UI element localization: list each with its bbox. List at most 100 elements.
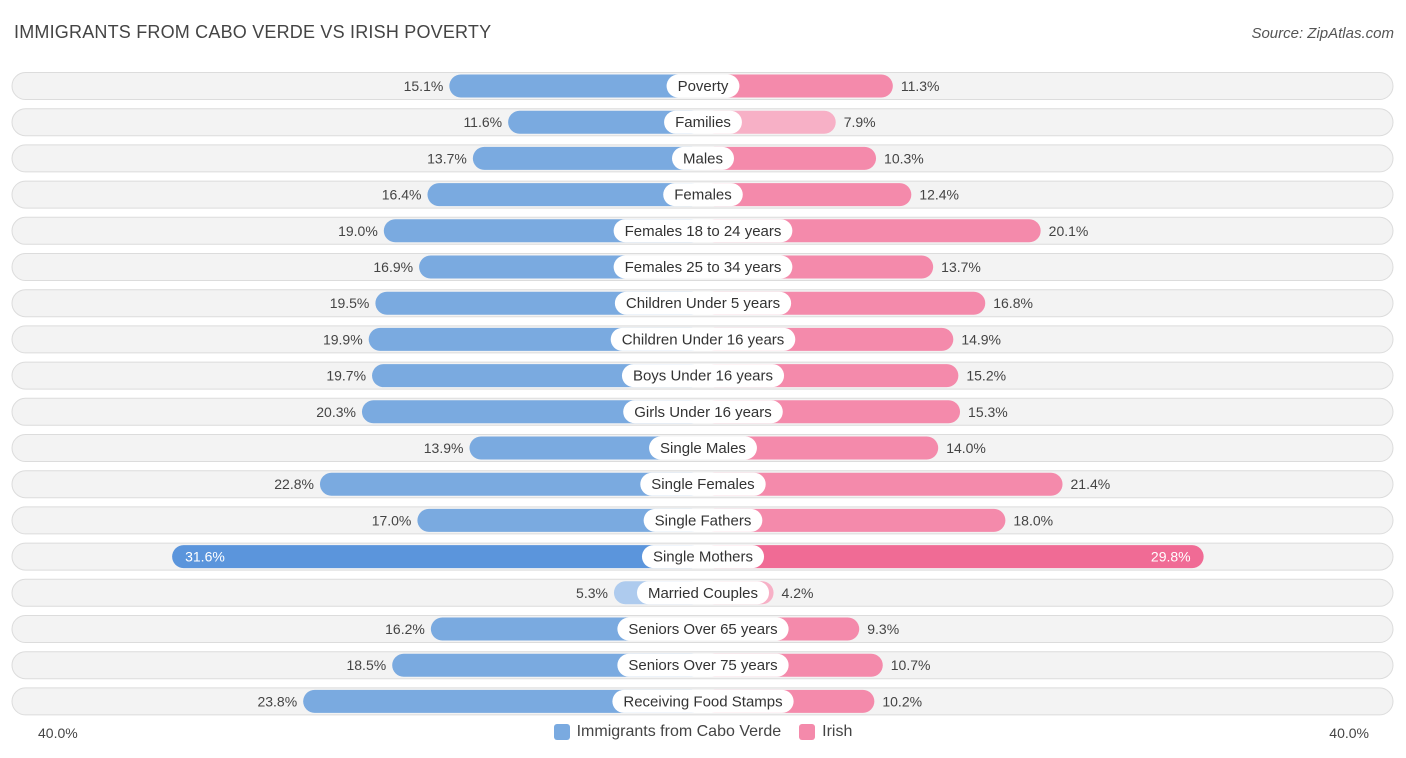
bar-irish[interactable] [703,74,893,98]
legend-item-left[interactable]: Immigrants from Cabo Verde [553,723,782,741]
category-label-pill [664,110,742,134]
row-single-males: 13.9% 14.0% Single Males [11,434,1394,462]
value-label-cabo-verde: 5.3% [576,585,608,601]
category-label-pill [649,436,757,460]
bar-irish[interactable] [703,472,1063,496]
legend-swatch-left [553,724,570,740]
axis-left-label: 40.0% [38,725,78,741]
value-label-irish: 9.3% [867,621,899,637]
category-label: Children Under 5 years [626,295,780,312]
value-label-cabo-verde: 16.4% [382,187,422,203]
legend-item-right[interactable]: Irish [799,723,852,741]
category-label: Single Mothers [653,549,753,566]
legend-label-left: Immigrants from Cabo Verde [576,723,782,740]
row-receiving-food-stamps: 23.8% 10.2% Receiving Food Stamps [11,687,1394,716]
row-seniors-over-75-years: 18.5% 10.7% Seniors Over 75 years [11,651,1394,680]
category-label-pill [641,545,765,569]
bar-cabo-verde[interactable] [427,183,703,207]
value-label-irish: 7.9% [844,114,876,130]
value-label-cabo-verde: 19.0% [338,223,378,239]
value-label-irish: 16.8% [993,295,1033,311]
legend: Immigrants from Cabo Verde Irish [0,723,1406,741]
value-label-cabo-verde: 20.3% [316,404,356,420]
value-label-cabo-verde: 11.6% [463,114,502,130]
category-label: Poverty [678,78,729,95]
bar-cabo-verde[interactable] [303,689,703,713]
category-label: Seniors Over 65 years [628,621,777,638]
value-label-cabo-verde: 18.5% [346,657,386,673]
category-label-pill [621,364,785,388]
value-label-cabo-verde: 23.8% [257,693,297,709]
value-label-cabo-verde: 22.8% [274,476,314,492]
value-label-cabo-verde: 19.5% [330,295,370,311]
value-label-irish: 21.4% [1071,476,1111,492]
legend-swatch-right [799,724,816,740]
bar-cabo-verde[interactable] [172,545,703,569]
bar-irish[interactable] [703,436,939,460]
value-label-irish: 10.7% [891,657,931,673]
value-label-irish: 14.9% [961,331,1001,347]
category-label-pill [640,472,766,496]
value-label-cabo-verde: 17.0% [372,512,412,528]
source-label: Source: ZipAtlas.com [1251,25,1394,42]
value-label-cabo-verde: 16.2% [385,621,425,637]
row-children-under-5-years: 19.5% 16.8% Children Under 5 years [11,289,1394,318]
bar-cabo-verde[interactable] [372,364,703,388]
bar-irish[interactable] [703,183,912,207]
bar-cabo-verde[interactable] [319,472,703,496]
bar-cabo-verde[interactable] [361,400,703,424]
bar-irish[interactable] [703,508,1006,532]
value-label-irish: 10.2% [882,693,922,709]
row-boys-under-16-years: 19.7% 15.2% Boys Under 16 years [11,361,1394,390]
value-label-cabo-verde: 16.9% [373,259,413,275]
row-single-mothers: 31.6% 29.8% Single Mothers [11,542,1394,571]
category-label: Children Under 16 years [622,331,785,348]
category-label-pill [666,74,740,98]
row-children-under-16-years: 19.9% 14.9% Children Under 16 years [11,325,1394,354]
row-poverty: 15.1% 11.3% Poverty [11,72,1394,100]
row-females: 16.4% 12.4% Females [11,180,1394,209]
category-label: Single Males [660,440,746,457]
row-families: 11.6% 7.9% Families [11,108,1394,137]
category-label-pill [612,689,794,713]
category-label: Males [683,150,723,167]
category-label: Seniors Over 75 years [628,657,777,674]
value-label-irish: 10.3% [884,150,924,166]
value-label-irish: 18.0% [1013,512,1053,528]
row-single-females: 22.8% 21.4% Single Females [11,470,1394,499]
bar-irish[interactable] [703,146,877,170]
value-label-cabo-verde: 15.1% [404,78,444,94]
category-label: Single Fathers [655,512,752,529]
bar-cabo-verde[interactable] [417,508,703,532]
value-label-irish: 11.3% [901,78,940,94]
value-label-irish: 4.2% [782,585,814,601]
value-label-irish: 13.7% [941,259,981,275]
value-label-cabo-verde: 13.7% [427,150,467,166]
category-label-pill [617,617,789,641]
row-girls-under-16-years: 20.3% 15.3% Girls Under 16 years [11,397,1394,426]
category-label-pill [610,327,796,351]
bar-cabo-verde[interactable] [469,436,703,460]
category-label-pill [613,255,793,279]
value-label-irish: 15.2% [966,368,1006,384]
bar-cabo-verde[interactable] [508,110,703,134]
row-single-fathers: 17.0% 18.0% Single Fathers [11,506,1394,535]
category-label: Single Females [651,476,754,493]
bar-cabo-verde[interactable] [449,74,703,98]
category-label: Boys Under 16 years [633,368,773,385]
row-males: 13.7% 10.3% Males [11,144,1394,173]
value-label-cabo-verde: 19.9% [323,331,363,347]
category-label: Families [675,114,731,131]
bar-irish[interactable] [703,545,1204,569]
legend-label-right: Irish [822,723,853,740]
chart-title: IMMIGRANTS FROM CABO VERDE VS IRISH POVE… [14,22,492,42]
category-label: Females [674,187,732,204]
category-label-pill [617,653,789,677]
category-label: Girls Under 16 years [634,404,772,421]
category-label-pill [671,146,735,170]
category-label-pill [623,400,783,424]
category-label: Females 18 to 24 years [625,223,782,240]
bar-cabo-verde[interactable] [472,146,703,170]
value-label-cabo-verde: 13.9% [424,440,464,456]
category-label-pill [663,183,743,207]
